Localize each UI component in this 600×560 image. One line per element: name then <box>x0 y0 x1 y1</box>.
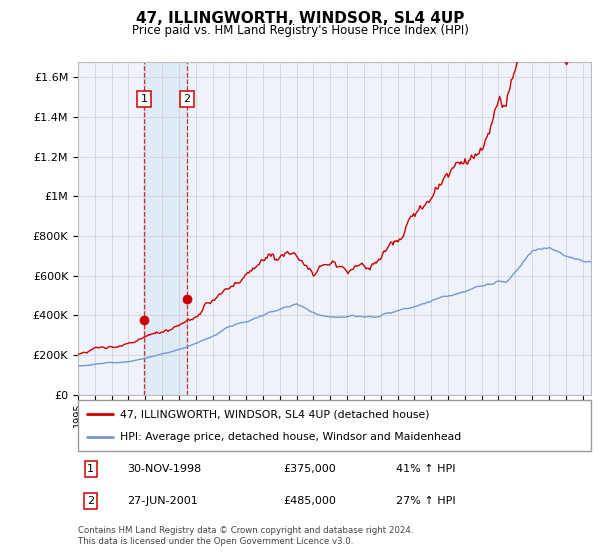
Text: Contains HM Land Registry data © Crown copyright and database right 2024.
This d: Contains HM Land Registry data © Crown c… <box>78 526 413 546</box>
Text: 1: 1 <box>88 464 94 474</box>
Text: Price paid vs. HM Land Registry's House Price Index (HPI): Price paid vs. HM Land Registry's House … <box>131 24 469 36</box>
Bar <box>144 62 187 395</box>
Text: 47, ILLINGWORTH, WINDSOR, SL4 4UP: 47, ILLINGWORTH, WINDSOR, SL4 4UP <box>136 11 464 26</box>
Text: 47, ILLINGWORTH, WINDSOR, SL4 4UP (detached house): 47, ILLINGWORTH, WINDSOR, SL4 4UP (detac… <box>120 409 430 419</box>
Text: 1: 1 <box>140 94 148 104</box>
Text: £485,000: £485,000 <box>283 496 336 506</box>
Text: £375,000: £375,000 <box>283 464 336 474</box>
Text: HPI: Average price, detached house, Windsor and Maidenhead: HPI: Average price, detached house, Wind… <box>120 432 461 442</box>
Text: 27-JUN-2001: 27-JUN-2001 <box>127 496 197 506</box>
Text: 41% ↑ HPI: 41% ↑ HPI <box>396 464 455 474</box>
Text: 27% ↑ HPI: 27% ↑ HPI <box>396 496 455 506</box>
Text: 30-NOV-1998: 30-NOV-1998 <box>127 464 201 474</box>
Text: 2: 2 <box>87 496 94 506</box>
Text: 2: 2 <box>184 94 191 104</box>
